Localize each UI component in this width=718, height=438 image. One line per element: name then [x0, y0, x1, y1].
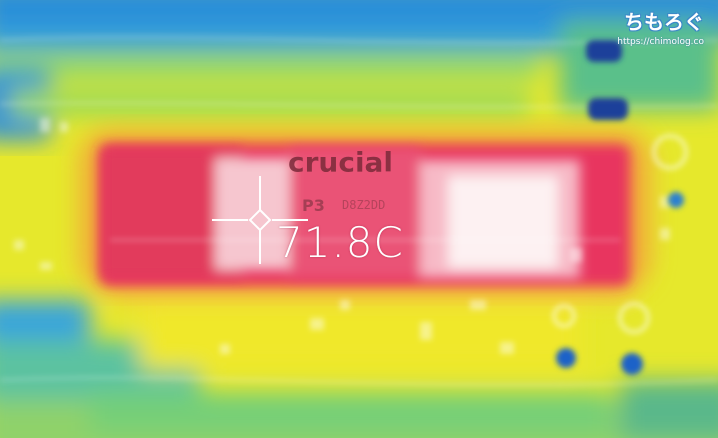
temperature-readout: 71.8C — [276, 218, 404, 267]
watermark-logo: ちもろぐ — [624, 10, 704, 34]
ssd-brand-text: crucial — [288, 146, 394, 179]
watermark-url: https://chimolog.co — [617, 37, 704, 47]
watermark: ちもろぐ https://chimolog.co — [617, 6, 704, 47]
ssd-model-text: P3 — [302, 196, 325, 215]
ssd-part-text: D8Z2DD — [342, 198, 386, 212]
